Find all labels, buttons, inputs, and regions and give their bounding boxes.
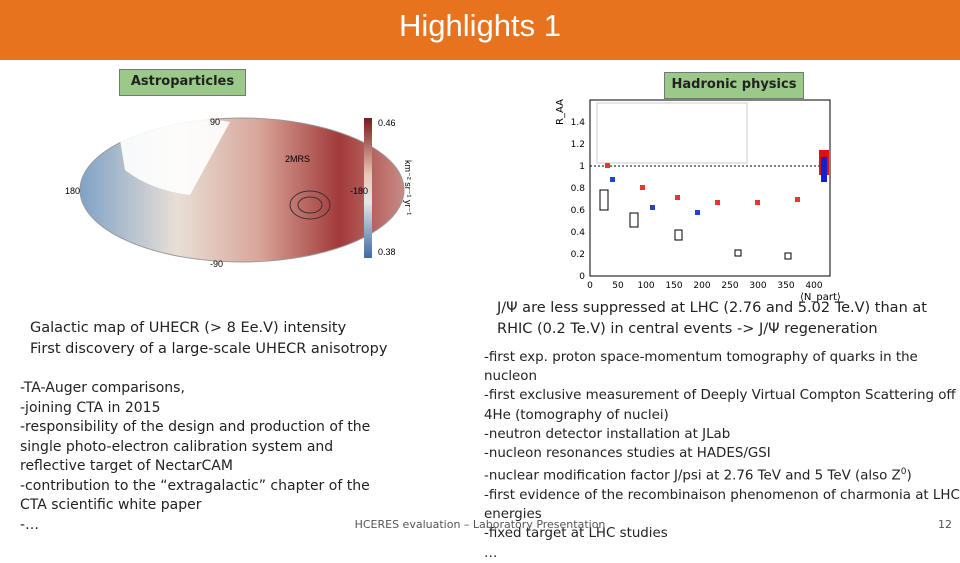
item-text: -first evidence of the recombinaison phe… <box>484 487 960 523</box>
list-item: -… <box>20 516 40 533</box>
list-item: -nucleon resonances studies at HADES/GSI <box>484 444 960 463</box>
item-list: -first exp. proton space-momentum tomogr… <box>484 348 960 563</box>
item-text: -first exp. proton space-momentum tomogr… <box>484 350 918 385</box>
item-text: -nuclear modification factor J/psi at 2.… <box>484 468 901 484</box>
intro: Galactic map of UHECR (> 8 Ee.V) intensi… <box>30 318 387 360</box>
superscript: 0 <box>900 467 907 478</box>
map-label: -90 <box>210 259 223 269</box>
header-bar <box>0 0 960 60</box>
x-tick-label: 150 <box>665 281 682 291</box>
y-tick-label: 1.2 <box>571 140 585 150</box>
item-text: … <box>484 545 498 561</box>
y-tick-label: 0.4 <box>571 228 586 238</box>
item-text: ) <box>906 468 912 484</box>
list-item: -responsibility of the design and produc… <box>20 419 371 474</box>
slide-title: Highlights 1 <box>399 8 561 43</box>
intro-line: First discovery of a large-scale UHECR a… <box>30 341 388 357</box>
axis-label: ⟨N_part⟩ <box>800 292 841 303</box>
raa-plot: 0 0.2 0.4 0.6 0.8 1 1.2 1.4 0 50 100 150 200 250 300 35… <box>555 99 841 303</box>
list-item: -TA-Auger comparisons, <box>20 380 185 396</box>
map-label: 0.46 <box>378 118 396 128</box>
list-item: -joining CTA in 2015 <box>20 399 161 416</box>
map-label: km⁻² sr⁻¹ yr⁻¹ <box>403 160 413 215</box>
item-list: -TA-Auger comparisons, -joining CTA in 20… <box>20 379 380 535</box>
section-label: Astroparticles <box>119 69 246 96</box>
intro-line: Galactic map of UHECR (> 8 Ee.V) intensi… <box>30 320 347 336</box>
y-tick-label: 0.2 <box>571 250 585 260</box>
y-tick-label: 1.4 <box>571 118 586 128</box>
x-tick-label: 50 <box>612 281 624 291</box>
list-item: -neutron detector installation at JLab <box>484 425 960 444</box>
item-text: -neutron detector installation at JLab <box>484 426 731 442</box>
list-item: -first exclusive measurement of Deeply V… <box>484 386 960 424</box>
list-item: -first evidence of the recombinaison phe… <box>484 486 960 524</box>
list-item: … <box>484 544 960 563</box>
list-item: -nuclear modification factor J/psi at 2.… <box>484 463 960 486</box>
axis-label: R_AA <box>555 99 566 125</box>
map-label: 0.38 <box>378 247 396 257</box>
footer: HCERES evaluation – Laboratory Presentat… <box>354 518 606 531</box>
item-text: -first exclusive measurement of Deeply V… <box>484 388 956 423</box>
section-label: Hadronic physics <box>664 72 804 99</box>
x-tick-label: 250 <box>721 281 738 291</box>
map-label: 180 <box>65 186 80 196</box>
y-tick-label: 0.8 <box>571 184 586 194</box>
sky-map: 90 -90 180 -180 0.46 0.38 2MRS km⁻² sr⁻¹… <box>65 117 413 269</box>
x-tick-label: 300 <box>749 281 766 291</box>
x-tick-label: 350 <box>777 281 794 291</box>
map-label: -180 <box>350 186 368 196</box>
item-text: -fixed target at LHC studies <box>484 526 668 542</box>
page-number: 12 <box>938 518 952 531</box>
x-tick-label: 400 <box>805 281 822 291</box>
x-tick-label: 200 <box>693 281 710 291</box>
list-item: -contribution to the “extragalactic” cha… <box>20 477 370 514</box>
x-tick-label: 100 <box>637 281 654 291</box>
y-tick-label: 1 <box>579 162 585 172</box>
x-tick-label: 0 <box>587 281 593 291</box>
list-item: -fixed target at LHC studies <box>484 524 960 543</box>
y-tick-label: 0 <box>579 272 585 282</box>
intro: J/Ψ are less suppressed at LHC (2.76 and… <box>497 300 927 337</box>
map-label: 90 <box>210 117 220 127</box>
y-tick-label: 0.6 <box>571 206 586 216</box>
map-label: 2MRS <box>285 154 310 164</box>
list-item: -first exp. proton space-momentum tomogr… <box>484 348 960 386</box>
item-text: -nucleon resonances studies at HADES/GSI <box>484 446 771 462</box>
